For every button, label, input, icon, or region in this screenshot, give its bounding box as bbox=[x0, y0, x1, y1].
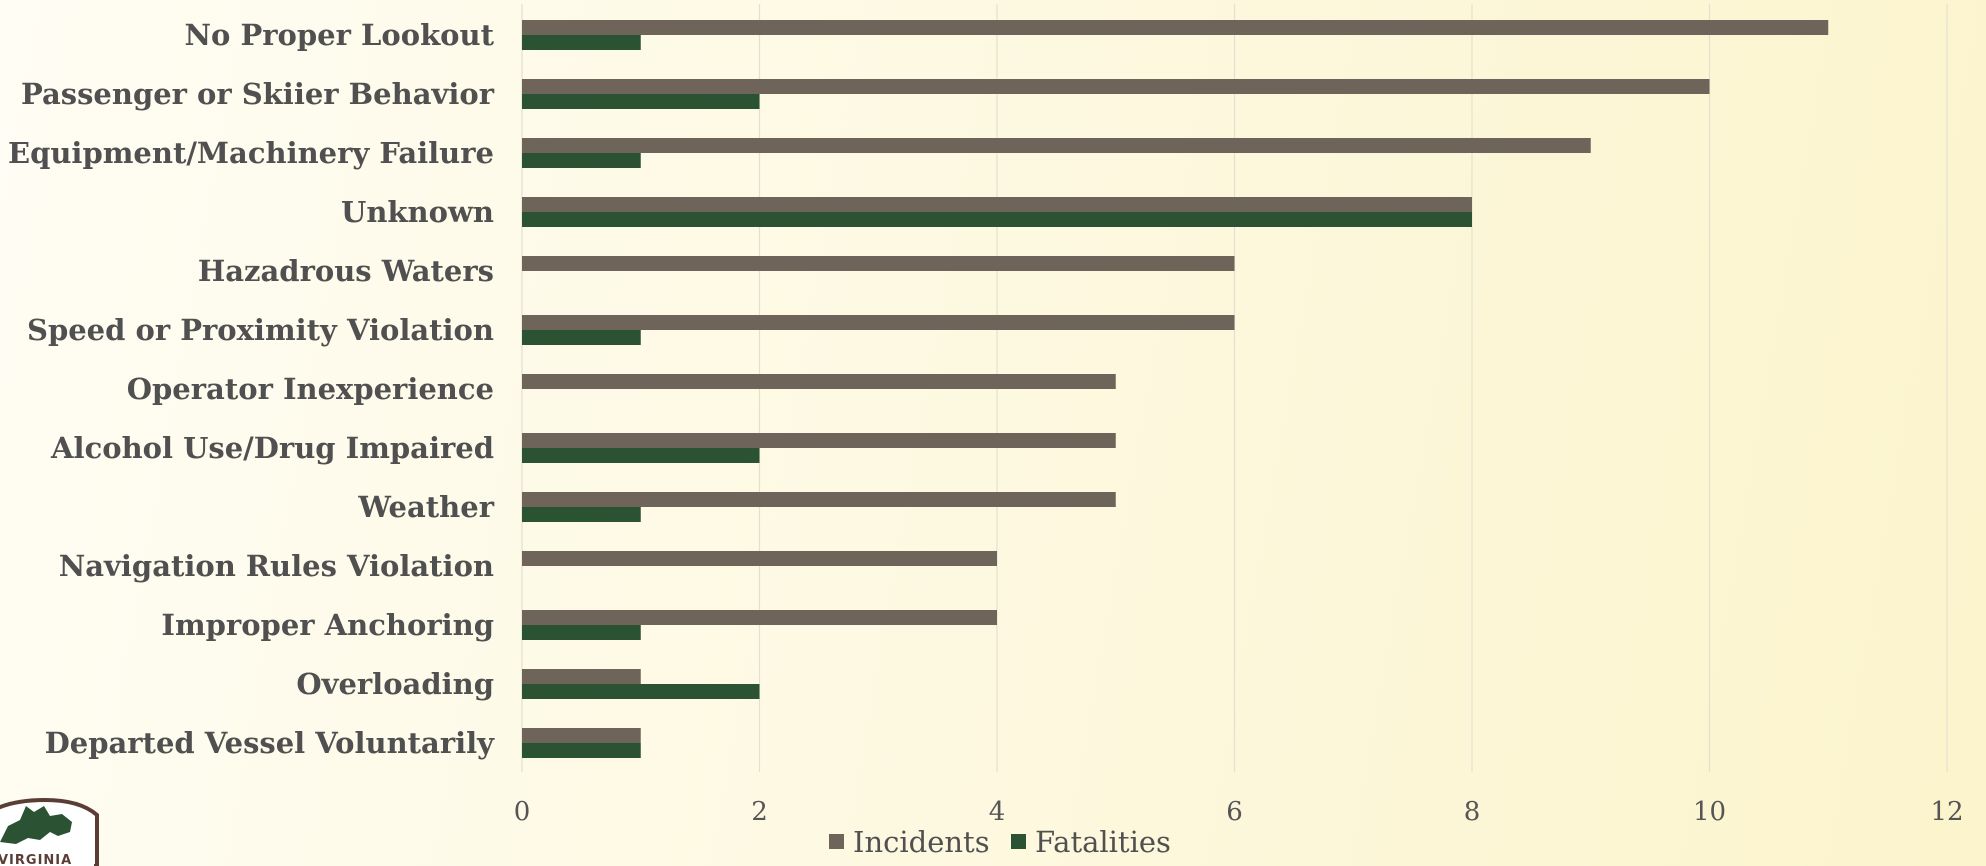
legend-swatch-fatalities bbox=[1011, 834, 1026, 849]
bar-fatalities bbox=[522, 684, 760, 699]
bar-incidents bbox=[522, 669, 641, 684]
bars bbox=[522, 20, 1829, 758]
category-label: Passenger or Skiier Behavior bbox=[21, 77, 495, 111]
bar-incidents bbox=[522, 79, 1710, 94]
legend-label-incidents: Incidents bbox=[853, 825, 990, 859]
category-label: No Proper Lookout bbox=[185, 18, 495, 52]
logo-animal-icon bbox=[0, 806, 72, 844]
x-tick-label: 12 bbox=[1930, 797, 1963, 827]
legend-label-fatalities: Fatalities bbox=[1035, 825, 1171, 859]
category-label: Equipment/Machinery Failure bbox=[8, 136, 494, 170]
bar-incidents bbox=[522, 374, 1116, 389]
x-tick-label: 10 bbox=[1693, 797, 1726, 827]
bar-fatalities bbox=[522, 153, 641, 168]
category-label: Hazadrous Waters bbox=[198, 254, 494, 288]
bar-incidents bbox=[522, 610, 997, 625]
category-labels: No Proper Lookout Passenger or Skiier Beh… bbox=[8, 18, 495, 760]
category-label: Departed Vessel Voluntarily bbox=[45, 726, 496, 760]
x-tick-label: 2 bbox=[751, 797, 768, 827]
x-tick-label: 6 bbox=[1226, 797, 1243, 827]
bar-fatalities bbox=[522, 330, 641, 345]
category-label: Speed or Proximity Violation bbox=[27, 313, 494, 347]
logo: VIRGINIA bbox=[0, 797, 99, 866]
category-label: Overloading bbox=[296, 667, 494, 701]
bar-fatalities bbox=[522, 94, 760, 109]
category-label: Navigation Rules Violation bbox=[59, 549, 494, 583]
bar-incidents bbox=[522, 492, 1116, 507]
x-tick-label: 0 bbox=[514, 797, 531, 827]
category-label: Alcohol Use/Drug Impaired bbox=[50, 431, 494, 465]
bar-fatalities bbox=[522, 507, 641, 522]
bar-incidents bbox=[522, 551, 997, 566]
category-label: Weather bbox=[357, 490, 494, 524]
bar-fatalities bbox=[522, 212, 1472, 227]
bar-incidents bbox=[522, 138, 1591, 153]
category-label: Unknown bbox=[341, 195, 494, 229]
category-label: Improper Anchoring bbox=[161, 608, 494, 642]
bar-incidents bbox=[522, 256, 1235, 271]
bar-fatalities bbox=[522, 743, 641, 758]
legend-swatch-incidents bbox=[829, 834, 844, 849]
bar-incidents bbox=[522, 197, 1472, 212]
logo-text: VIRGINIA bbox=[0, 853, 72, 866]
bar-fatalities bbox=[522, 625, 641, 640]
x-tick-label: 8 bbox=[1464, 797, 1481, 827]
bar-fatalities bbox=[522, 448, 760, 463]
x-axis-tick-labels: 0 2 4 6 8 10 12 bbox=[514, 797, 1964, 827]
bar-incidents bbox=[522, 20, 1829, 35]
bar-incidents bbox=[522, 433, 1116, 448]
category-label: Operator Inexperience bbox=[127, 372, 494, 406]
x-tick-label: 4 bbox=[989, 797, 1006, 827]
bar-fatalities bbox=[522, 35, 641, 50]
bar-incidents bbox=[522, 728, 641, 743]
logo-banner bbox=[0, 850, 94, 866]
bar-incidents bbox=[522, 315, 1235, 330]
legend: Incidents Fatalities bbox=[829, 825, 1171, 859]
